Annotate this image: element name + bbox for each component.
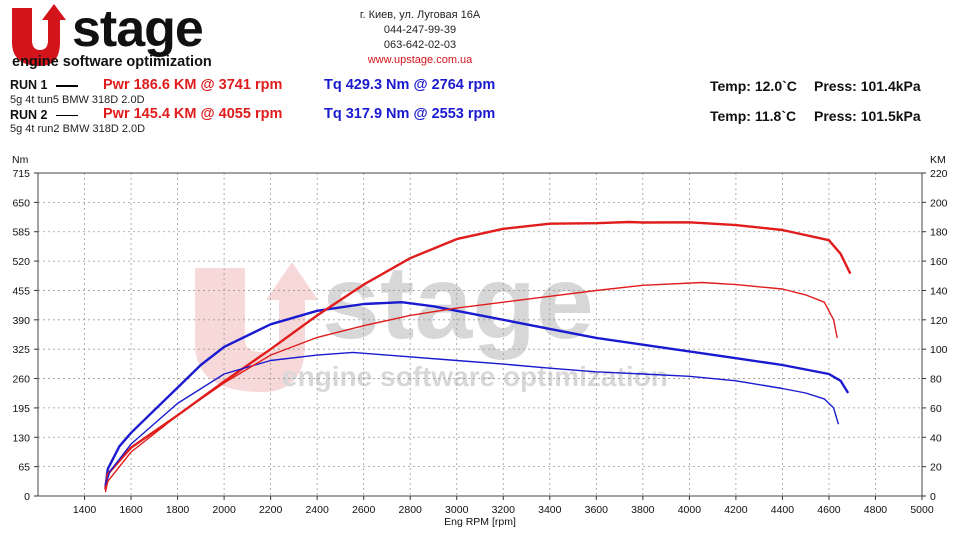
run1-press: Press: 101.4kPa (814, 78, 921, 94)
run1-temp: Temp: 12.0`C (710, 78, 797, 94)
y-tick-right: 80 (930, 374, 942, 386)
x-tick-label: 4800 (864, 504, 888, 516)
y-tick-right: 60 (930, 403, 942, 415)
contact-block: г. Киев, ул. Луговая 16А 044-247-99-39 0… (340, 8, 500, 68)
y-tick-right: 20 (930, 462, 942, 474)
y-tick-right: 140 (930, 285, 948, 297)
logo-wordmark: stage (72, 2, 203, 58)
y-tick-right: 120 (930, 315, 948, 327)
y-tick-left: 585 (12, 227, 30, 239)
x-tick-label: 2400 (305, 504, 329, 516)
run1-legend: RUN 1 (10, 78, 78, 92)
y-tick-left: 65 (18, 462, 30, 474)
y-tick-right: 100 (930, 344, 948, 356)
x-tick-label: 4000 (678, 504, 702, 516)
x-tick-label: 4400 (771, 504, 795, 516)
x-tick-label: 2200 (259, 504, 283, 516)
y-tick-left: 650 (12, 197, 30, 209)
y-tick-left: 390 (12, 315, 30, 327)
run1-torque-line (104, 301, 849, 489)
watermark-tagline: engine software optimization (282, 361, 668, 392)
y-tick-right: 180 (930, 227, 948, 239)
run2-torque: Tq 317.9 Nm @ 2553 rpm (324, 106, 496, 122)
run1-description: 5g 4t tun5 BMW 318D 2.0D (10, 94, 145, 106)
run2-description: 5g 4t run2 BMW 318D 2.0D (10, 123, 146, 135)
x-tick-label: 3800 (631, 504, 655, 516)
watermark-u-shape (195, 262, 318, 392)
website-link[interactable]: www.upstage.com.ua (367, 54, 473, 66)
address: г. Киев, ул. Луговая 16А (359, 9, 481, 21)
logo-tagline: engine software optimization (12, 54, 212, 70)
y-tick-left: 130 (12, 432, 30, 444)
run1-power: Pwr 186.6 KM @ 3741 rpm (103, 77, 283, 93)
y-tick-right: 220 (930, 168, 948, 180)
watermark: stage engine software optimization (195, 245, 668, 392)
run2-label: RUN 2 (10, 108, 48, 122)
y-tick-left: 715 (12, 168, 30, 180)
plot-frame (37, 172, 923, 497)
y-tick-left: 325 (12, 344, 30, 356)
y-axis-right-unit: KM (930, 154, 946, 166)
x-axis-title: Eng RPM [rpm] (444, 516, 516, 528)
x-tick-label: 4600 (817, 504, 841, 516)
y-tick-right: 200 (930, 197, 948, 209)
y-tick-left: 0 (24, 491, 30, 503)
x-tick-label: 4200 (724, 504, 748, 516)
run2-line-key (55, 115, 78, 117)
y-tick-right: 0 (930, 491, 936, 503)
phone-1: 044-247-99-39 (383, 24, 457, 36)
run1-label: RUN 1 (10, 78, 48, 92)
y-tick-left: 455 (12, 285, 30, 297)
run2-torque-line (104, 351, 839, 486)
x-tick-label: 3200 (492, 504, 516, 516)
x-tick-label: 3400 (538, 504, 562, 516)
y-axis-left-unit: Nm (12, 154, 29, 166)
x-tick-label: 2000 (212, 504, 236, 516)
run1-line-key (55, 84, 78, 87)
run2-legend: RUN 2 (10, 108, 78, 122)
run1-torque: Tq 429.3 Nm @ 2764 rpm (324, 77, 496, 93)
x-tick-label: 2800 (399, 504, 423, 516)
y-tick-left: 195 (12, 403, 30, 415)
x-tick-label: 1600 (119, 504, 143, 516)
y-tick-left: 520 (12, 256, 30, 268)
x-tick-label: 5000 (910, 504, 934, 516)
phone-2: 063-642-02-03 (383, 39, 457, 51)
x-tick-label: 1800 (166, 504, 190, 516)
y-tick-right: 40 (930, 432, 942, 444)
logo-u-shape (12, 4, 66, 66)
x-tick-label: 2600 (352, 504, 376, 516)
run2-temp: Temp: 11.8`C (710, 108, 797, 124)
y-tick-right: 160 (930, 256, 948, 268)
upstage-logo: stage engine software optimization (12, 2, 212, 70)
x-tick-label: 3600 (585, 504, 609, 516)
run2-power: Pwr 145.4 KM @ 4055 rpm (103, 106, 283, 122)
run2-power-line (104, 281, 838, 493)
run2-press: Press: 101.5kPa (814, 108, 921, 124)
y-tick-left: 260 (12, 374, 30, 386)
x-tick-label: 1400 (73, 504, 97, 516)
x-tick-label: 3000 (445, 504, 469, 516)
